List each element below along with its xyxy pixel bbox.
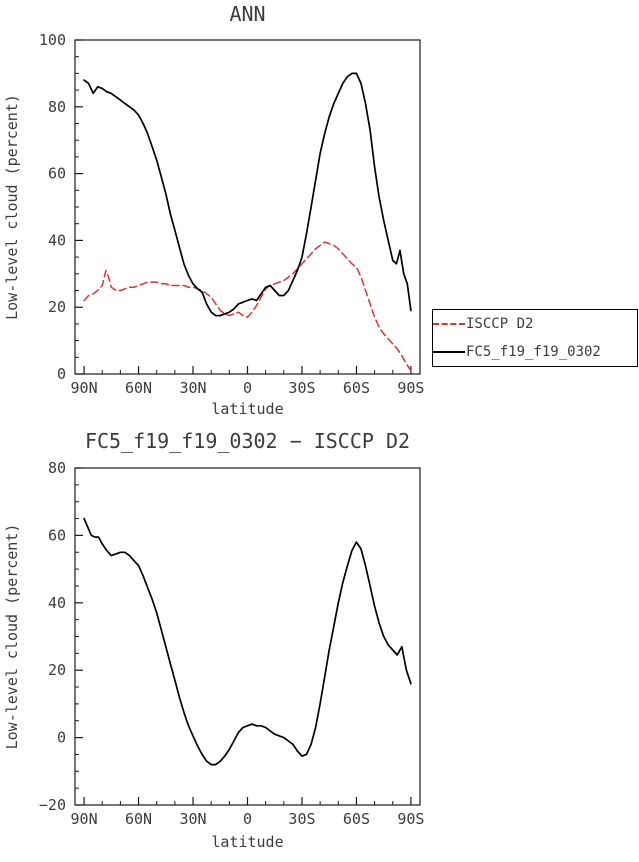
y-axis-label: Low-level cloud (percent) [3,524,21,750]
series-line-fc5-f19-f19-0302-minus-isccp-d2 [83,517,412,766]
chart-title: FC5_f19_f19_0302 − ISCCP D2 [85,430,410,453]
x-axis-label: latitude [211,833,283,851]
x-tick-label: 30N [179,379,206,397]
legend-line-isccp-icon [433,323,465,325]
y-tick-label: 40 [48,231,66,249]
x-tick-label: 0 [243,379,252,397]
y-tick-label: 80 [48,459,66,477]
x-tick-label: 30S [288,810,315,828]
legend-label-fc5: FC5_f19_f19_0302 [466,344,601,360]
plot-frame [74,467,421,806]
y-tick-label: 40 [48,594,66,612]
top-chart: 90N 60N 30N 0 30S 60S 90S 0 20 40 60 80 100 ANN latitu… [3,2,424,418]
x-tick-label: 60N [125,379,152,397]
series-line-isccp-d2 [83,241,412,372]
legend-entry-isccp: ISCCP D2 [433,311,637,337]
x-tick-label: 90N [71,379,98,397]
y-tick-label: 20 [48,661,66,679]
bottom-chart: 90N 60N 30N 0 30S 60S 90S −20 0 20 40 60 80 FC5_f19_f… [3,430,424,851]
y-tick-label: 80 [48,98,66,116]
x-tick-label: 60S [343,810,370,828]
y-tick-label: 20 [48,298,66,316]
x-tick-label: 30S [288,379,315,397]
y-tick-label: 0 [57,365,66,383]
x-tick-label: 60N [125,810,152,828]
y-tick-label: 60 [48,526,66,544]
x-tick-label: 0 [243,810,252,828]
legend-label-isccp: ISCCP D2 [466,316,534,332]
legend-line-fc5-icon [433,351,465,353]
x-tick-label: 90N [71,810,98,828]
y-tick-label: −20 [39,796,66,814]
x-tick-label: 90S [397,379,424,397]
plot-frame [74,39,421,375]
y-axis-label: Low-level cloud (percent) [3,94,21,320]
series-line-fc5-f19-f19-0302 [83,72,412,317]
x-tick-label: 60S [343,379,370,397]
y-tick-label: 60 [48,165,66,183]
x-axis-label: latitude [211,400,283,418]
x-tick-label: 30N [179,810,206,828]
y-tick-label: 100 [39,31,66,49]
chart-title: ANN [229,2,265,26]
legend: ISCCP D2 FC5_f19_f19_0302 [432,309,638,367]
x-tick-label: 90S [397,810,424,828]
legend-entry-fc5: FC5_f19_f19_0302 [433,339,637,365]
y-tick-label: 0 [57,729,66,747]
